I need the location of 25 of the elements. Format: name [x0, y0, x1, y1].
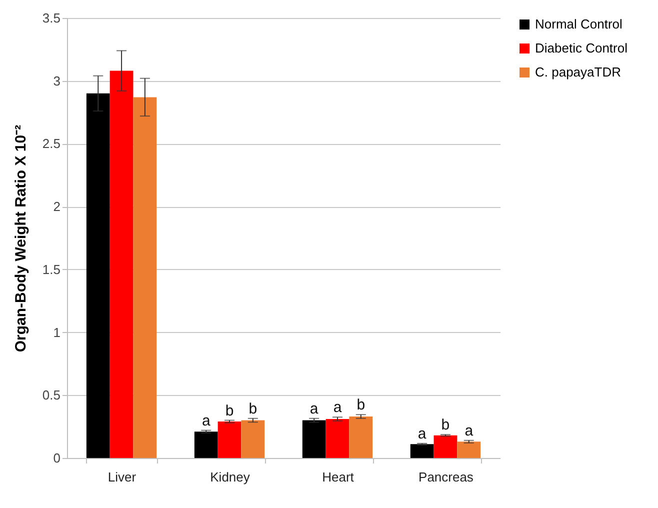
- x-tick-label: Kidney: [210, 470, 250, 484]
- data-label: b: [225, 402, 234, 420]
- data-label: a: [202, 412, 211, 430]
- legend-label: Diabetic Control: [535, 40, 628, 56]
- y-axis-title: Organ-Body Weight Ratio X 10⁻²: [12, 124, 30, 352]
- y-tick-label: 3: [53, 73, 60, 88]
- y-tick-label: 0.5: [42, 388, 60, 403]
- data-label: b: [356, 396, 366, 414]
- data-label: a: [464, 422, 474, 440]
- data-label: b: [248, 400, 258, 418]
- data-label: a: [418, 425, 427, 442]
- legend-label: C. papayaTDR: [535, 64, 621, 80]
- data-label: a: [310, 400, 319, 418]
- y-tick-label: 1.5: [42, 262, 60, 277]
- y-tick-label: 3.5: [42, 10, 60, 26]
- y-tick-label: 2: [53, 199, 60, 214]
- y-tick-label: 1: [53, 324, 60, 340]
- legend-label: Normal Control: [535, 16, 623, 32]
- y-tick-label: 0: [53, 450, 60, 466]
- x-tick-label: Pancreas: [418, 470, 474, 484]
- y-tick-label: 2.5: [42, 136, 60, 152]
- data-label: b: [441, 416, 450, 434]
- x-tick-label: Heart: [322, 470, 354, 484]
- x-tick-label: Liver: [108, 470, 137, 484]
- data-label: a: [333, 399, 342, 416]
